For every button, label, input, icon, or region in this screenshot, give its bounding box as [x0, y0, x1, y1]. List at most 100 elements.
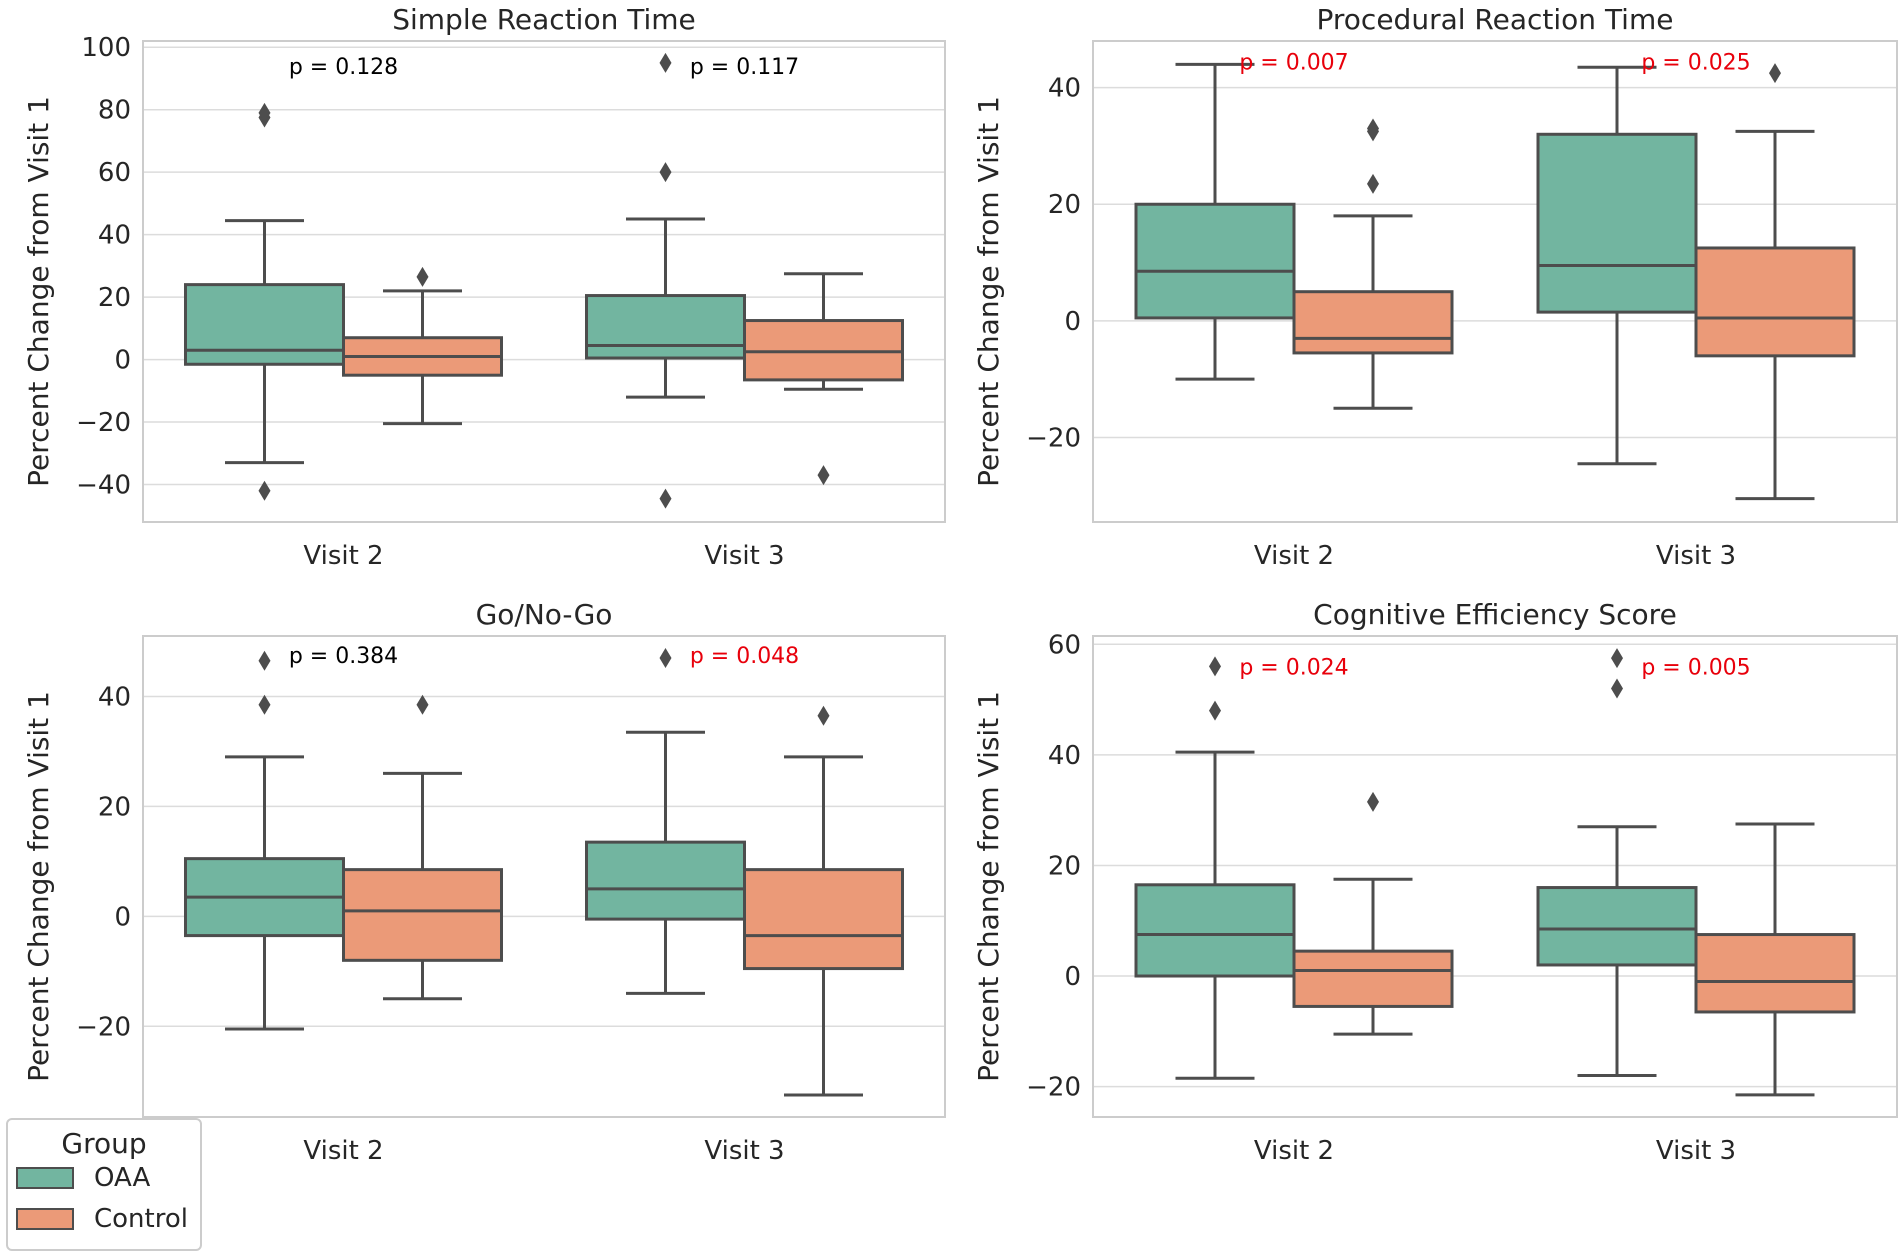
chart-title: Procedural Reaction Time — [1317, 3, 1674, 36]
outlier-point — [1367, 173, 1379, 194]
y-tick-label: 0 — [114, 902, 131, 932]
y-tick-label: 0 — [1064, 307, 1081, 337]
outlier-point — [258, 102, 271, 123]
box-iqr — [1694, 246, 1856, 358]
p-value-label: p = 0.384 — [289, 644, 398, 669]
p-value-label: p = 0.117 — [690, 55, 799, 80]
legend-item-oaa: OAA — [16, 1163, 151, 1193]
outlier-point — [416, 694, 429, 715]
chart-title: Simple Reaction Time — [392, 3, 696, 36]
chart-panel-1: −40 −20 0 20 40 60 80 100 Simple Reaction Time Pe… — [22, 3, 946, 571]
x-tick-label: Visit 3 — [1656, 1136, 1736, 1166]
box-oaa-visit-3 — [585, 52, 746, 509]
box-iqr — [1292, 949, 1454, 1008]
box-iqr — [1134, 883, 1296, 978]
outlier-point — [817, 705, 830, 726]
outlier-point — [1611, 678, 1623, 699]
y-tick-label: 20 — [98, 792, 131, 822]
outlier-point — [817, 465, 830, 486]
outlier-point — [416, 266, 429, 287]
box-oaa-visit-2 — [184, 650, 345, 1031]
box-oaa-visit-3 — [1536, 65, 1698, 466]
y-tick-label: −20 — [1026, 1073, 1081, 1103]
x-tick-label: Visit 2 — [303, 1136, 383, 1166]
y-tick-label: 0 — [114, 346, 131, 376]
outlier-point — [1367, 791, 1379, 812]
box-control-visit-2 — [342, 694, 503, 1001]
box-iqr — [585, 840, 746, 921]
legend-label: Control — [94, 1204, 188, 1234]
outlier-point — [1367, 118, 1379, 139]
x-tick-label: Visit 2 — [1254, 1136, 1334, 1166]
plot-frame — [1092, 40, 1898, 523]
box-control-visit-3 — [743, 705, 904, 1097]
outlier-point — [1769, 63, 1781, 84]
outlier-point — [1209, 656, 1221, 677]
outlier-point — [1611, 648, 1623, 669]
box-control-visit-3 — [1694, 63, 1856, 501]
plot-area — [1093, 636, 1897, 1117]
box-oaa-visit-2 — [184, 102, 345, 501]
legend-label: OAA — [94, 1163, 151, 1193]
legend-swatch — [16, 1167, 74, 1189]
box-iqr — [1536, 886, 1698, 967]
box-control-visit-3 — [743, 272, 904, 486]
chart-title: Go/No-Go — [476, 598, 613, 631]
legend-title: Group — [61, 1127, 146, 1160]
box-iqr — [743, 868, 904, 971]
panels: −40 −20 0 20 40 60 80 100 Simple Reaction Time Pe… — [22, 3, 1898, 1166]
outlier-point — [659, 162, 672, 183]
box-control-visit-2 — [342, 266, 503, 426]
p-value-label: p = 0.128 — [289, 55, 398, 80]
y-tick-label: 0 — [1064, 962, 1081, 992]
x-tick-label: Visit 3 — [704, 541, 784, 571]
box-control-visit-3 — [1694, 822, 1856, 1097]
y-tick-label: 40 — [1048, 74, 1081, 104]
y-tick-label: −20 — [76, 1012, 131, 1042]
chart-title: Cognitive Efficiency Score — [1313, 598, 1677, 631]
y-tick-label: −20 — [76, 408, 131, 438]
y-tick-label: 40 — [98, 682, 131, 712]
box-iqr — [184, 283, 345, 366]
y-tick-label: 60 — [1048, 630, 1081, 660]
plot-frame — [142, 40, 946, 523]
box-oaa-visit-3 — [585, 647, 746, 995]
y-tick-label: 40 — [1048, 741, 1081, 771]
y-tick-label: 20 — [1048, 190, 1081, 220]
outlier-point — [258, 694, 271, 715]
plot-area — [143, 41, 945, 522]
legend-swatch — [16, 1208, 74, 1230]
y-axis-label: Percent Change from Visit 1 — [972, 691, 1005, 1082]
y-tick-label: −40 — [76, 471, 131, 501]
box-iqr — [1536, 132, 1698, 314]
x-tick-label: Visit 2 — [303, 541, 383, 571]
chart-panel-3: −20 0 20 40 Go/No-Go Percent Change from Visi… — [22, 598, 946, 1166]
x-tick-label: Visit 2 — [1254, 541, 1334, 571]
y-axis-label: Percent Change from Visit 1 — [972, 96, 1005, 487]
box-iqr — [1134, 202, 1296, 320]
y-tick-label: 80 — [98, 96, 131, 126]
y-tick-label: 40 — [98, 221, 131, 251]
box-oaa-visit-2 — [1134, 656, 1296, 1080]
outlier-point — [258, 480, 271, 501]
outlier-point — [659, 52, 672, 73]
plot-frame — [1092, 635, 1898, 1118]
chart-panel-4: −20 0 20 40 60 Cognitive Efficiency Score Perc… — [972, 598, 1898, 1166]
outlier-point — [1209, 700, 1221, 721]
box-oaa-visit-3 — [1536, 648, 1698, 1078]
chart-panel-2: −20 0 20 40 Procedural Reaction Time Percent … — [972, 3, 1898, 571]
outlier-point — [659, 488, 672, 509]
p-value-label: p = 0.007 — [1239, 50, 1348, 75]
box-iqr — [585, 294, 746, 360]
outlier-point — [258, 650, 271, 671]
box-iqr — [342, 868, 503, 962]
y-tick-label: 100 — [81, 33, 131, 63]
y-tick-label: 20 — [1048, 851, 1081, 881]
box-iqr — [1292, 290, 1454, 355]
plot-frame — [142, 635, 946, 1118]
x-tick-label: Visit 3 — [1656, 541, 1736, 571]
box-iqr — [743, 319, 904, 382]
p-value-label: p = 0.024 — [1239, 655, 1348, 680]
box-oaa-visit-2 — [1134, 62, 1296, 381]
